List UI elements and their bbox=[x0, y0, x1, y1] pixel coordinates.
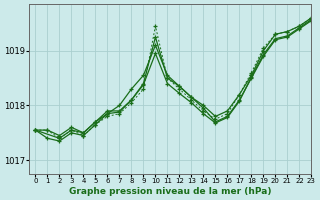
X-axis label: Graphe pression niveau de la mer (hPa): Graphe pression niveau de la mer (hPa) bbox=[69, 187, 272, 196]
